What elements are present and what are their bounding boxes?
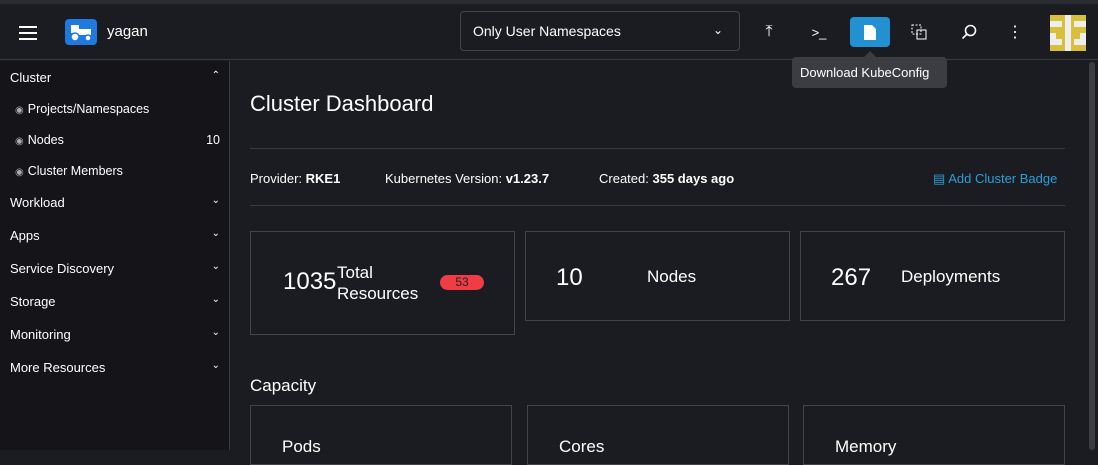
kubectl-shell-button[interactable]: >_ [799,17,839,47]
chevron-down-icon: ⌄ [712,23,723,37]
search-icon [961,24,977,40]
item-label: Cluster Members [27,164,123,178]
group-label: More Resources [10,360,106,375]
sidebar-group-cluster[interactable]: Cluster ⌃ [10,70,220,85]
provider-info: Provider: RKE1 [250,171,341,186]
more-icon: ⋮ [1007,24,1023,41]
divider [250,148,1065,149]
menu-icon[interactable] [19,26,37,40]
divider [250,205,1065,206]
deployments-card[interactable]: 267 Deployments [800,231,1065,321]
sidebar-group-workload[interactable]: Workload ⌄ [10,195,220,210]
scrollbar[interactable] [1089,62,1095,450]
item-count: 10 [206,133,220,147]
chevron-up-icon: ⌃ [211,70,220,81]
group-label: Apps [10,228,40,243]
copy-icon [911,24,927,40]
download-kubeconfig-button[interactable] [850,17,890,47]
group-label: Cluster [10,70,52,85]
sidebar-group-monitoring[interactable]: Monitoring ⌄ [10,327,220,342]
cores-capacity-card: Cores [527,405,789,465]
created-info: Created: 355 days ago [599,171,735,186]
chevron-down-icon: ⌄ [211,195,220,206]
search-button[interactable] [949,17,989,47]
version-info: Kubernetes Version: v1.23.7 [385,171,550,186]
window-top-strip [0,0,1098,4]
card-label: Deployments [901,267,1001,286]
sidebar-item-nodes[interactable]: ◉ Nodes 10 [15,133,220,147]
chevron-down-icon: ⌄ [211,261,220,272]
card-value: 1035 [283,268,337,295]
add-cluster-badge-link[interactable]: ▤ Add Cluster Badge [933,171,1058,186]
import-yaml-button[interactable]: ⤒ [749,17,789,47]
copy-kubeconfig-button[interactable] [899,17,939,47]
top-header: yagan Only User Namespaces ⌄ ⤒ >_ ⋮ [0,4,1098,60]
warning-count-badge: 53 [440,275,484,290]
card-label: Memory [835,437,897,456]
sidebar-group-service-discovery[interactable]: Service Discovery ⌄ [10,261,220,276]
group-label: Storage [10,294,56,309]
sidebar-group-more-resources[interactable]: More Resources ⌄ [10,360,220,375]
terminal-icon: >_ [811,24,827,40]
nodes-card[interactable]: 10 Nodes [525,231,790,321]
card-label: Pods [282,437,321,456]
user-avatar[interactable] [1050,15,1086,51]
tooltip: Download KubeConfig [792,51,947,88]
card-label: Nodes [647,267,697,286]
sidebar-group-apps[interactable]: Apps ⌄ [10,228,220,243]
cluster-name[interactable]: yagan [107,23,148,40]
chevron-down-icon: ⌄ [211,327,220,338]
sidebar-item-projects-namespaces[interactable]: ◉ Projects/Namespaces [15,102,220,116]
namespace-filter-value: Only User Namespaces [473,23,621,39]
globe-icon: ◉ [15,136,24,147]
globe-icon: ◉ [15,105,24,116]
card-label: Cores [559,437,605,456]
main-content: Cluster Dashboard Provider: RKE1 Kuberne… [231,61,1098,465]
more-actions-button[interactable]: ⋮ [995,17,1035,47]
sidebar-group-storage[interactable]: Storage ⌄ [10,294,220,309]
item-label: Projects/Namespaces [27,102,150,116]
memory-capacity-card: Memory [803,405,1065,465]
chevron-down-icon: ⌄ [211,294,220,305]
namespace-filter-select[interactable]: Only User Namespaces ⌄ [460,11,740,51]
group-label: Service Discovery [10,261,115,276]
page-title: Cluster Dashboard [250,91,434,116]
item-label: Nodes [27,133,64,147]
chevron-down-icon: ⌄ [211,228,220,239]
card-label: Total Resources [337,263,419,303]
card-value: 10 [556,264,583,291]
total-resources-card[interactable]: 1035 Total Resources 53 [250,231,515,335]
file-icon [864,24,876,40]
upload-icon: ⤒ [765,23,773,40]
cluster-logo-icon [65,19,97,45]
sidebar-item-cluster-members[interactable]: ◉ Cluster Members [15,164,220,178]
pods-capacity-card: Pods [250,405,512,465]
badge-icon: ▤ [933,171,946,186]
sidebar: Cluster ⌃ ◉ Projects/Namespaces ◉ Nodes 10 ◉… [0,61,230,450]
globe-icon: ◉ [15,167,24,178]
group-label: Workload [10,195,65,210]
card-value: 267 [831,264,872,291]
chevron-down-icon: ⌄ [211,360,220,371]
capacity-heading: Capacity [250,376,317,395]
group-label: Monitoring [10,327,71,342]
